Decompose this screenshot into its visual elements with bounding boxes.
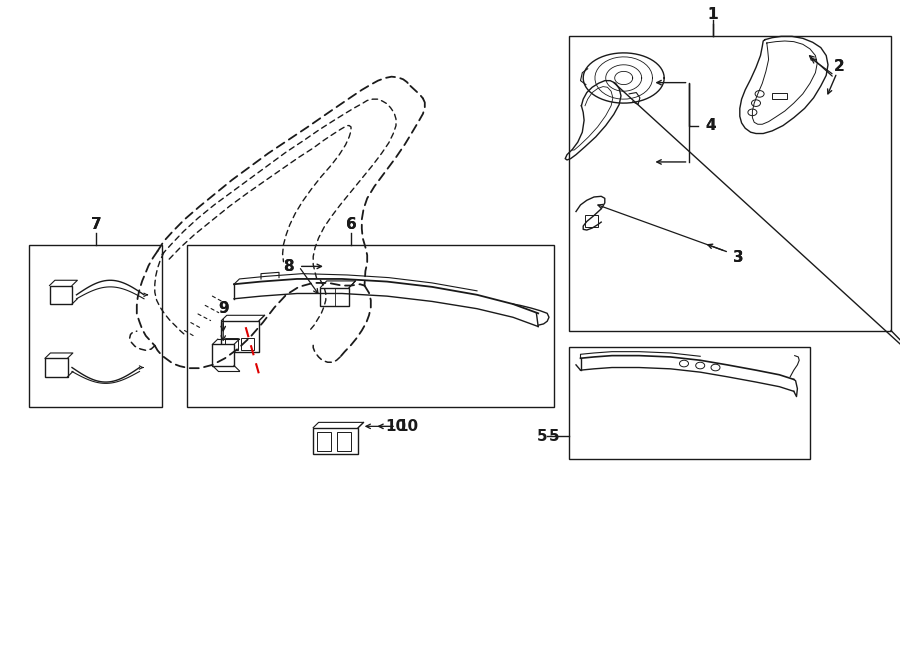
Text: 8: 8 [283,259,293,274]
Bar [221,321,259,352]
Bar [337,432,351,451]
Text: 4: 4 [706,118,716,133]
Text: 2: 2 [833,59,844,73]
Bar [29,245,162,407]
Bar [50,286,72,304]
Bar [569,347,810,459]
Text: 1: 1 [707,7,718,22]
Text: 3: 3 [733,251,743,265]
Bar [317,432,331,451]
Text: 6: 6 [346,217,356,232]
Text: 9: 9 [218,301,229,316]
Bar [569,36,891,330]
Text: 8: 8 [283,259,293,274]
Bar [772,93,787,99]
Text: 2: 2 [833,59,844,73]
Bar [320,288,349,306]
Text: 7: 7 [91,217,102,232]
Text: 5: 5 [549,429,560,444]
Text: 10: 10 [385,419,406,434]
Text: 3: 3 [733,251,743,265]
Bar [212,344,234,366]
Text: 4: 4 [706,118,716,133]
Text: 5: 5 [536,429,547,444]
Bar [225,338,238,350]
Text: 6: 6 [346,217,356,232]
Text: 9: 9 [218,301,229,316]
Bar [45,358,68,377]
Bar [585,215,598,227]
Bar [241,338,254,350]
Text: 1: 1 [707,7,718,22]
Text: 7: 7 [91,217,102,232]
Bar [313,428,358,454]
Text: 10: 10 [398,419,418,434]
Bar [187,245,554,407]
